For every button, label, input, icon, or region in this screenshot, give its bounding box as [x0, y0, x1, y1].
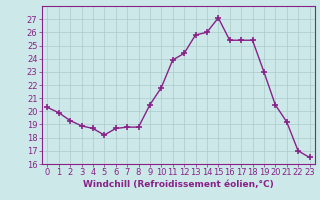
X-axis label: Windchill (Refroidissement éolien,°C): Windchill (Refroidissement éolien,°C)	[83, 180, 274, 189]
